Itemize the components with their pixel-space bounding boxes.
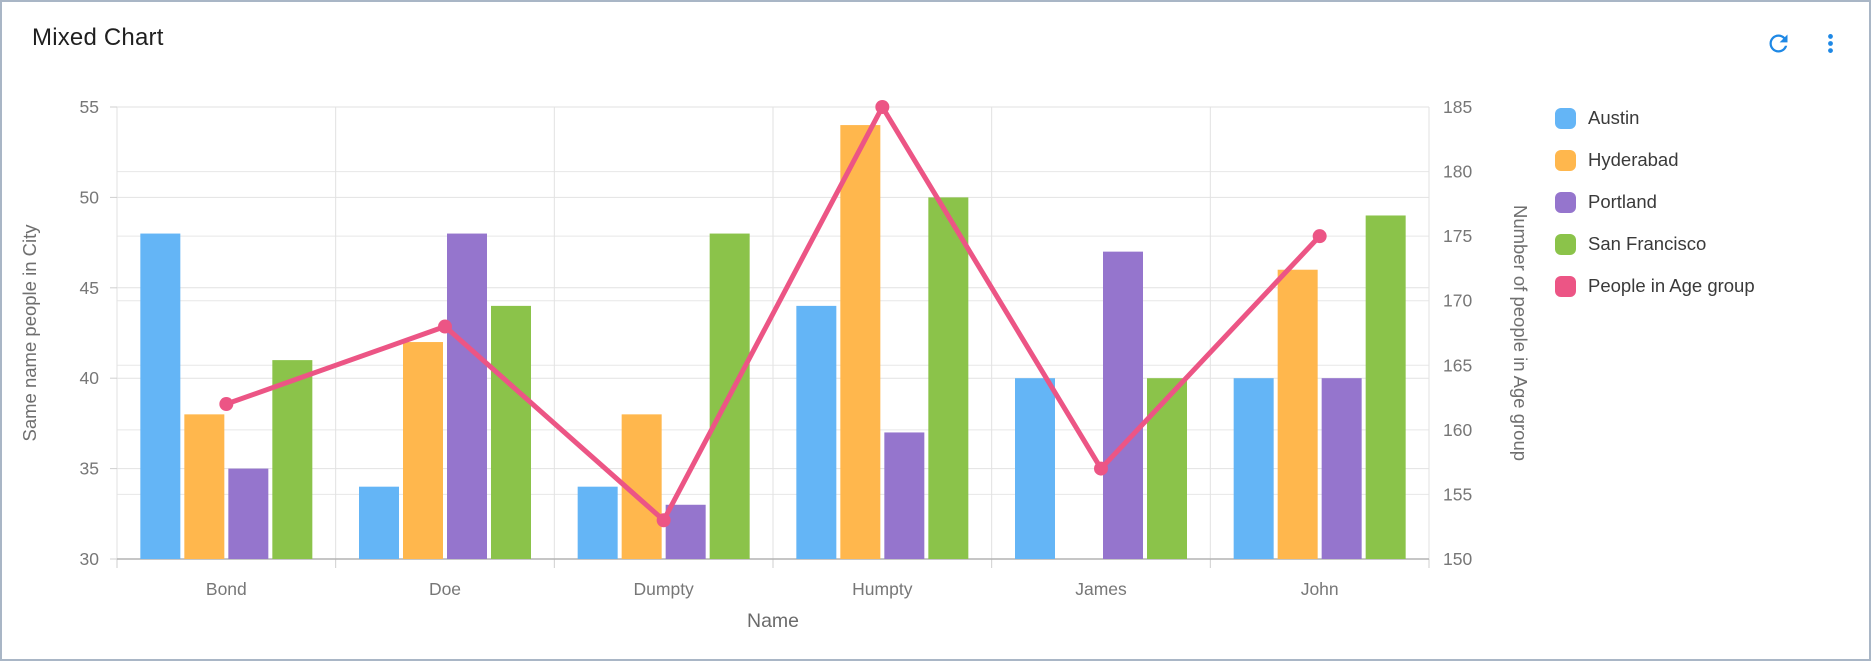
right-axis-tick-label: 185 bbox=[1443, 97, 1472, 117]
line-people-in-age-group bbox=[223, 104, 1323, 523]
bar-san-francisco-humpty[interactable] bbox=[928, 197, 969, 559]
legend-label: Hyderabad bbox=[1588, 149, 1679, 170]
right-axis-tick-label: 160 bbox=[1443, 420, 1472, 440]
x-axis-category-label: Doe bbox=[429, 579, 461, 599]
bar-san-francisco-doe[interactable] bbox=[491, 305, 531, 559]
bar-austin-doe[interactable] bbox=[359, 486, 399, 559]
point-people-in-age-group-dumpty[interactable] bbox=[656, 513, 671, 528]
right-axis-tick-label: 175 bbox=[1443, 226, 1472, 246]
x-axis-category-label: Dumpty bbox=[634, 579, 695, 599]
bar-portland-john[interactable] bbox=[1321, 378, 1362, 559]
refresh-icon bbox=[1769, 34, 1787, 52]
legend-swatch-icon bbox=[1555, 191, 1576, 213]
bar-austin-john[interactable] bbox=[1233, 378, 1274, 559]
card-toolbar bbox=[1761, 26, 1847, 60]
bar-austin-james[interactable] bbox=[1015, 378, 1055, 559]
left-axis-title: Same name people in City bbox=[19, 224, 40, 442]
bar-hyderabad-bond[interactable] bbox=[184, 414, 225, 559]
x-axis-category-label: John bbox=[1301, 579, 1339, 599]
more-options-button[interactable] bbox=[1813, 26, 1847, 60]
bar-san-francisco-james[interactable] bbox=[1147, 378, 1187, 559]
legend-swatch-icon bbox=[1555, 107, 1576, 129]
legend-item-austin[interactable]: Austin bbox=[1555, 97, 1755, 139]
legend-label: Portland bbox=[1588, 191, 1657, 212]
legend-label: Austin bbox=[1588, 107, 1640, 128]
bar-portland-doe[interactable] bbox=[447, 233, 487, 559]
bar-hyderabad-john[interactable] bbox=[1277, 269, 1318, 559]
left-axis-tick-label: 40 bbox=[80, 368, 100, 388]
refresh-button[interactable] bbox=[1761, 26, 1795, 60]
legend-swatch-icon bbox=[1555, 149, 1576, 171]
legend-swatch-icon bbox=[1555, 233, 1576, 255]
legend-swatch-icon bbox=[1555, 275, 1576, 297]
bar-san-francisco-john[interactable] bbox=[1365, 215, 1406, 560]
bar-austin-bond[interactable] bbox=[140, 233, 181, 559]
left-axis-tick-label: 30 bbox=[80, 549, 100, 569]
bar-portland-bond[interactable] bbox=[228, 468, 269, 559]
bar-hyderabad-doe[interactable] bbox=[403, 342, 443, 559]
legend-item-hyderabad[interactable]: Hyderabad bbox=[1555, 139, 1755, 181]
x-axis-category-label: Humpty bbox=[852, 579, 913, 599]
legend-label: People in Age group bbox=[1588, 275, 1755, 296]
x-axis-title: Name bbox=[747, 610, 799, 632]
point-people-in-age-group-bond[interactable] bbox=[219, 397, 234, 412]
right-axis-title: Number of people in Age group bbox=[1510, 205, 1531, 461]
right-axis-tick-label: 150 bbox=[1443, 549, 1472, 569]
point-people-in-age-group-doe[interactable] bbox=[438, 319, 452, 334]
legend-item-portland[interactable]: Portland bbox=[1555, 181, 1755, 223]
point-people-in-age-group-humpty[interactable] bbox=[875, 100, 890, 114]
point-people-in-age-group-john[interactable] bbox=[1312, 229, 1327, 244]
bar-portland-james[interactable] bbox=[1103, 251, 1143, 559]
right-axis-tick-label: 155 bbox=[1443, 484, 1472, 504]
bar-hyderabad-humpty[interactable] bbox=[840, 125, 881, 559]
chart-legend: Austin Hyderabad Portland San Francisco Peop… bbox=[1555, 97, 1755, 307]
left-axis-tick-label: 35 bbox=[80, 459, 99, 479]
right-axis-tick-label: 170 bbox=[1443, 291, 1472, 311]
right-axis-tick-label: 180 bbox=[1443, 162, 1472, 182]
x-axis-category-label: Bond bbox=[206, 579, 247, 599]
legend-label: San Francisco bbox=[1588, 233, 1707, 254]
right-axis-tick-label: 165 bbox=[1443, 355, 1472, 375]
point-people-in-age-group-james[interactable] bbox=[1094, 461, 1108, 476]
bar-portland-humpty[interactable] bbox=[884, 432, 925, 559]
left-axis-tick-label: 50 bbox=[80, 187, 100, 207]
bar-san-francisco-bond[interactable] bbox=[272, 360, 313, 559]
left-axis-tick-label: 55 bbox=[80, 97, 99, 117]
legend-item-people-in-age-group[interactable]: People in Age group bbox=[1555, 265, 1755, 307]
bar-austin-dumpty[interactable] bbox=[577, 486, 618, 559]
kebab-menu-icon bbox=[1827, 33, 1833, 53]
x-axis-category-label: James bbox=[1075, 579, 1127, 599]
legend-item-san-francisco[interactable]: San Francisco bbox=[1555, 223, 1755, 265]
bar-portland-dumpty[interactable] bbox=[665, 504, 706, 559]
bar-austin-humpty[interactable] bbox=[796, 305, 837, 559]
page-title: Mixed Chart bbox=[32, 24, 164, 51]
left-axis-tick-label: 45 bbox=[80, 278, 99, 298]
